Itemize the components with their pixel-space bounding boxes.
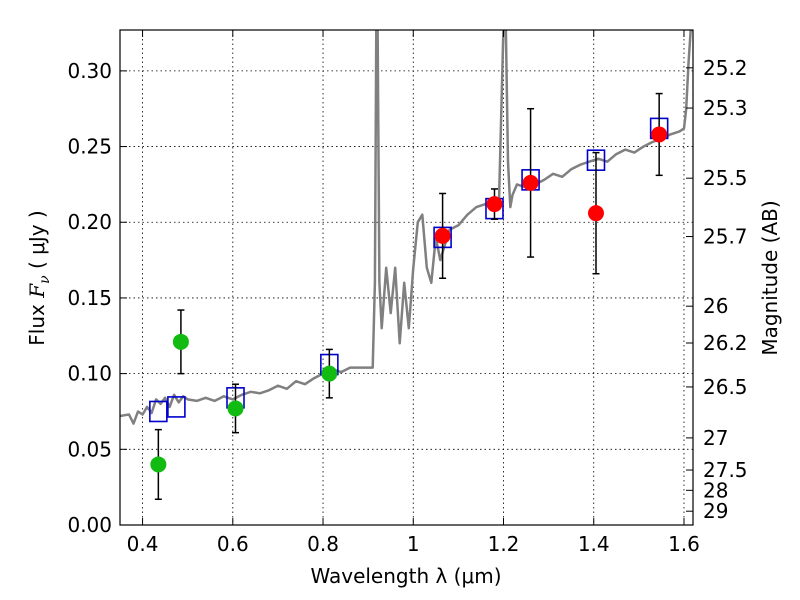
y-tick-label: 0.30: [67, 59, 112, 83]
y-tick-label: 0.10: [67, 362, 112, 386]
model-photometry-square: [167, 396, 186, 418]
x-tick-label: 0.8: [307, 532, 339, 556]
x-tick-label: 1.6: [668, 532, 700, 556]
mag-tick-label: 27.5: [703, 458, 748, 482]
mag-tick-label: 25.3: [703, 96, 748, 120]
mag-tick-label: 25.2: [703, 56, 748, 80]
optical-point: [172, 333, 189, 350]
data-marks: [149, 92, 669, 501]
x-axis-label: Wavelength λ (μm): [310, 564, 501, 588]
x-tick-label: 1: [407, 532, 420, 556]
y-tick-label: 0.25: [67, 135, 112, 159]
y2-axis-label: Magnitude (AB): [758, 200, 782, 355]
axis-ticks: 0.4 0.6 0.8 1 1.2 1.4 1.6 0.00 0.05 0.10 0.15 0.20 0…: [67, 30, 748, 556]
nir-point: [522, 174, 539, 191]
mag-tick-label: 29: [703, 499, 728, 523]
mag-tick-label: 28: [703, 478, 728, 502]
mag-tick-label: 25.5: [703, 166, 748, 190]
nir-point: [486, 196, 503, 213]
x-tick-label: 1.2: [488, 532, 520, 556]
y-tick-label: 0.00: [67, 513, 112, 537]
nir-point: [587, 205, 604, 222]
mag-tick-label: 26.2: [703, 331, 748, 355]
optical-point: [321, 365, 338, 382]
y-tick-label: 0.15: [67, 286, 112, 310]
y-tick-label: 0.05: [67, 437, 112, 461]
y-axis-label: Flux Fν ( μJy ): [25, 210, 53, 345]
optical-point: [150, 456, 167, 473]
nir-point: [651, 126, 668, 143]
x-tick-label: 0.6: [217, 532, 249, 556]
x-tick-label: 1.4: [578, 532, 610, 556]
optical-point: [227, 400, 244, 417]
model-photometry-square: [149, 400, 168, 423]
mag-tick-label: 26.5: [703, 375, 748, 399]
mag-tick-label: 25.7: [703, 225, 748, 249]
grid-lines: [120, 30, 693, 526]
mag-tick-label: 26: [703, 294, 728, 318]
model-sed-curve: [120, 30, 693, 425]
y-tick-label: 0.20: [67, 210, 112, 234]
x-tick-label: 0.4: [127, 532, 159, 556]
model-sed-line: [120, 30, 693, 425]
mag-tick-label: 27: [703, 426, 728, 450]
nir-point: [434, 227, 451, 244]
plot-frame: [119, 29, 694, 526]
